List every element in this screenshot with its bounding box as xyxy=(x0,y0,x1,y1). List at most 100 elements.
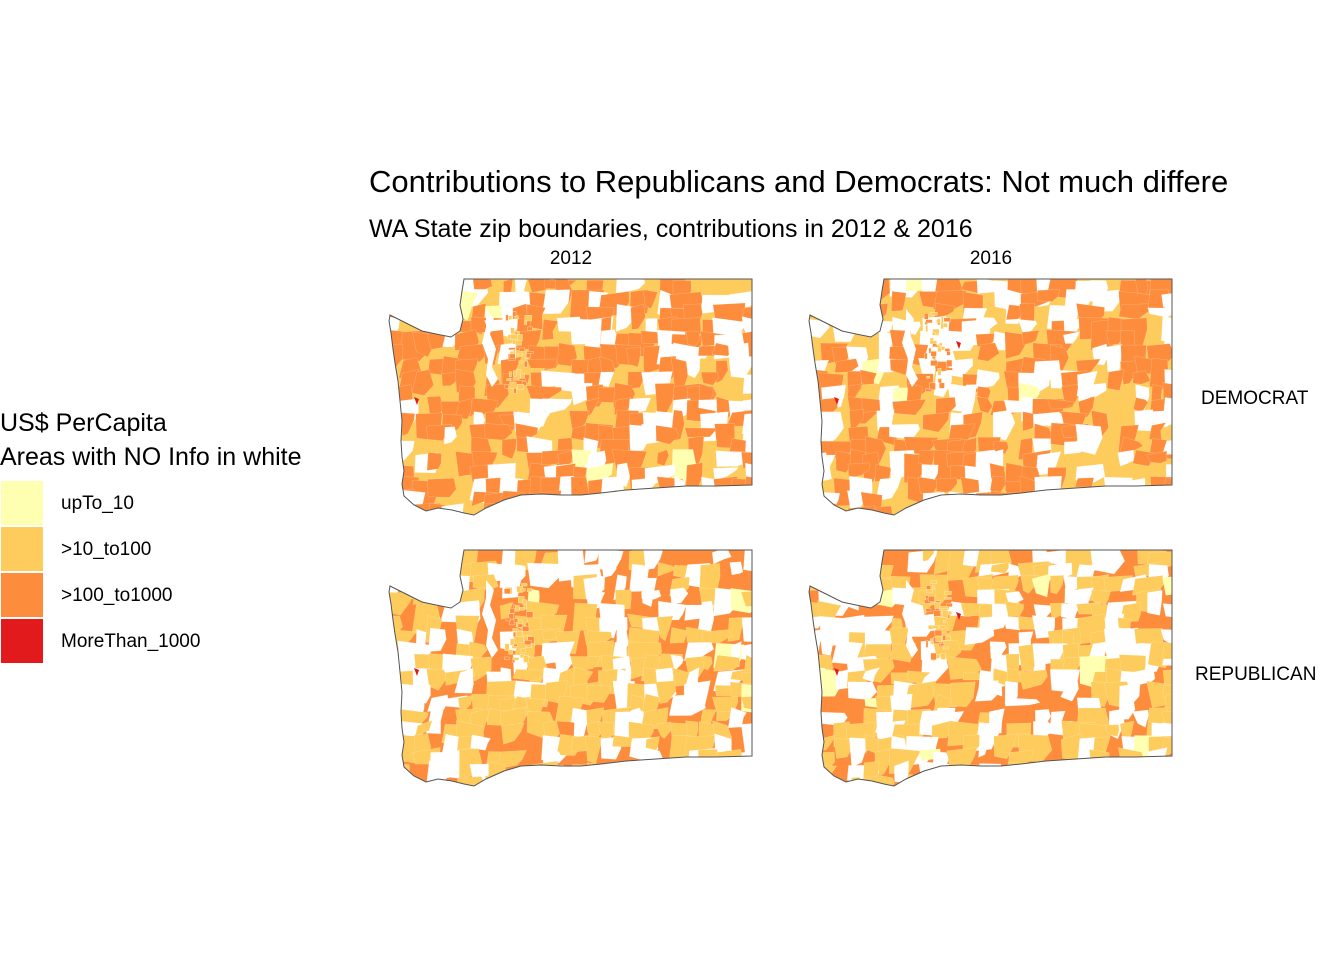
zip-area xyxy=(509,353,516,359)
zip-area xyxy=(976,396,993,414)
zip-area xyxy=(518,347,525,352)
zip-area xyxy=(935,635,942,642)
zip-area xyxy=(572,505,601,515)
zip-area xyxy=(516,353,524,356)
zip-area xyxy=(505,314,509,321)
legend-title-line1: US$ PerCapita xyxy=(0,409,167,437)
zip-area xyxy=(729,478,752,509)
zip-area-high xyxy=(956,612,961,620)
zip-area xyxy=(398,551,432,571)
zip-area xyxy=(849,737,867,768)
zip-area xyxy=(1063,331,1081,344)
zip-area xyxy=(933,694,952,711)
zip-area xyxy=(568,410,590,431)
map-panel-democrat-2016 xyxy=(808,278,1173,516)
zip-area xyxy=(862,667,881,683)
zip-area xyxy=(920,775,940,786)
zip-area xyxy=(1147,307,1172,318)
zip-area xyxy=(630,303,646,330)
zip-area xyxy=(929,337,934,342)
zip-area xyxy=(626,347,642,368)
zip-area xyxy=(508,315,512,320)
zip-area xyxy=(1117,617,1132,631)
zip-area xyxy=(961,774,983,786)
zip-area xyxy=(930,351,937,357)
zip-area xyxy=(992,440,1009,455)
zip-area xyxy=(1161,722,1172,734)
zip-area xyxy=(922,550,934,562)
zip-area xyxy=(741,616,752,642)
zip-area xyxy=(891,291,907,312)
zip-area xyxy=(848,292,878,309)
zip-area xyxy=(990,562,1011,574)
zip-area xyxy=(1006,504,1036,515)
zip-area xyxy=(524,320,527,325)
zip-area xyxy=(524,360,528,368)
zip-area xyxy=(1089,749,1110,781)
zip-area xyxy=(929,382,936,390)
zip-area xyxy=(939,625,946,629)
zip-area xyxy=(944,348,951,352)
zip-area xyxy=(631,503,661,515)
zip-area xyxy=(527,503,562,515)
zip-area xyxy=(524,640,532,645)
zip-area xyxy=(586,762,616,784)
zip-area xyxy=(686,330,701,347)
zip-area xyxy=(889,423,920,440)
zip-area xyxy=(640,761,666,785)
zip-area xyxy=(930,312,938,316)
zip-area-high xyxy=(414,397,419,405)
zip-area xyxy=(472,279,493,290)
zip-area xyxy=(1164,369,1172,387)
zip-area xyxy=(504,656,510,660)
zip-area xyxy=(1147,505,1170,515)
zip-area xyxy=(948,505,968,515)
zip-area xyxy=(940,653,946,660)
zip-area xyxy=(389,763,410,785)
zip-area xyxy=(978,735,993,758)
zip-area xyxy=(541,398,573,415)
zip-area xyxy=(1135,503,1159,515)
zip-area xyxy=(860,369,877,386)
zip-area xyxy=(941,346,945,351)
zip-area xyxy=(809,721,820,744)
zip-area xyxy=(741,748,752,775)
zip-area xyxy=(931,641,934,645)
zip-area xyxy=(513,631,517,637)
zip-area xyxy=(514,605,520,612)
zip-area xyxy=(657,761,676,779)
zip-area xyxy=(819,502,838,515)
zip-area xyxy=(1147,410,1172,428)
zip-area xyxy=(939,342,943,346)
zip-area xyxy=(1034,502,1054,515)
zip-area xyxy=(543,562,572,578)
zip-area xyxy=(441,550,461,573)
zip-area xyxy=(950,681,976,707)
water-body xyxy=(902,309,918,387)
zip-area xyxy=(989,475,1007,495)
zip-area xyxy=(741,695,752,712)
zip-area xyxy=(504,588,511,594)
zip-area xyxy=(544,507,559,515)
legend-item: upTo_10 xyxy=(0,481,260,525)
zip-area xyxy=(389,507,401,515)
zip-area xyxy=(728,763,752,785)
zip-area xyxy=(508,371,512,377)
zip-area xyxy=(685,462,703,495)
zip-area xyxy=(488,761,507,783)
row-header-republican: REPUBLICAN xyxy=(1195,664,1317,685)
zip-area xyxy=(946,359,953,367)
zip-area xyxy=(936,477,958,493)
zip-area xyxy=(1104,724,1120,737)
zip-area xyxy=(512,657,520,661)
zip-area xyxy=(1132,449,1155,467)
zip-area xyxy=(521,381,527,386)
legend-label: MoreThan_1000 xyxy=(61,631,201,652)
zip-area xyxy=(570,476,590,508)
zip-area xyxy=(1050,575,1065,595)
zip-area xyxy=(527,326,533,331)
zip-area xyxy=(700,762,724,783)
zip-area xyxy=(1119,436,1144,453)
zip-area xyxy=(1146,450,1167,464)
zip-area xyxy=(943,646,949,650)
